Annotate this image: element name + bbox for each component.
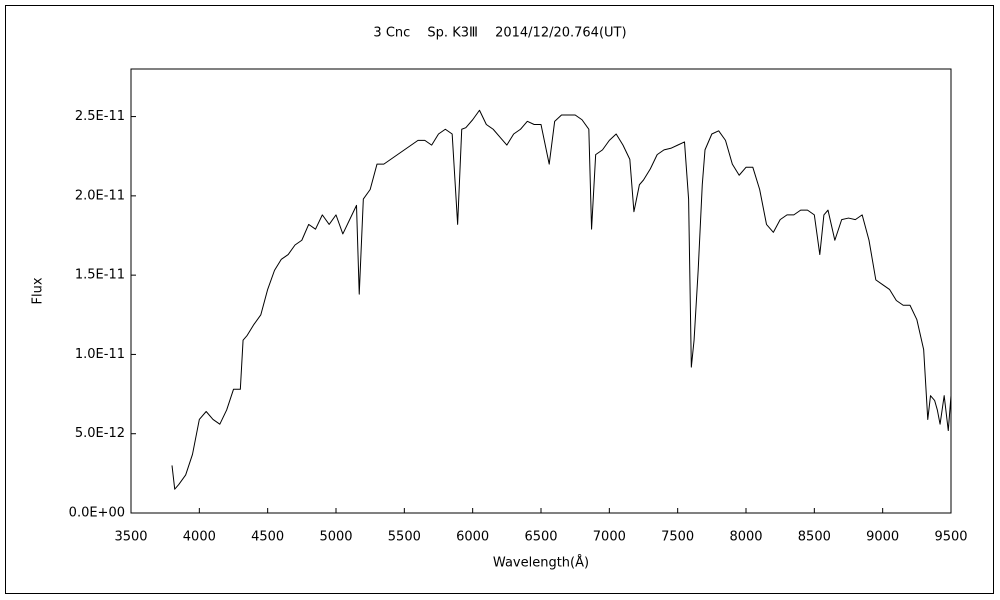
x-tick-label: 4000 (183, 530, 216, 545)
y-tick-label: 5.0E-12 (75, 426, 125, 441)
x-tick-label: 6500 (524, 530, 557, 545)
y-tick-label: 1.5E-11 (75, 268, 125, 283)
x-tick-label: 6000 (456, 530, 489, 545)
x-tick-label: 7000 (593, 530, 626, 545)
chart-title: 3 Cnc Sp. K3Ⅲ 2014/12/20.764(UT) (373, 26, 626, 41)
y-tick-label: 2.0E-11 (75, 188, 125, 203)
x-tick-label: 5000 (319, 530, 352, 545)
x-tick-label: 3500 (114, 530, 147, 545)
x-axis-label: Wavelength(Å) (493, 555, 589, 571)
x-tick-label: 5500 (388, 530, 421, 545)
spectrum-line (171, 109, 952, 490)
frame (5, 5, 994, 594)
y-axis-label: Flux (31, 277, 46, 304)
x-tick-label: 7500 (661, 530, 694, 545)
y-tick-label: 2.5E-11 (75, 109, 125, 124)
x-tick-label: 9000 (866, 530, 899, 545)
x-tick-label: 9500 (934, 530, 967, 545)
x-tick-label: 4500 (251, 530, 284, 545)
y-tick-label: 0.0E+00 (69, 506, 125, 521)
y-tick-label: 1.0E-11 (75, 347, 125, 362)
x-tick-label: 8500 (798, 530, 831, 545)
x-tick-label: 8000 (729, 530, 762, 545)
